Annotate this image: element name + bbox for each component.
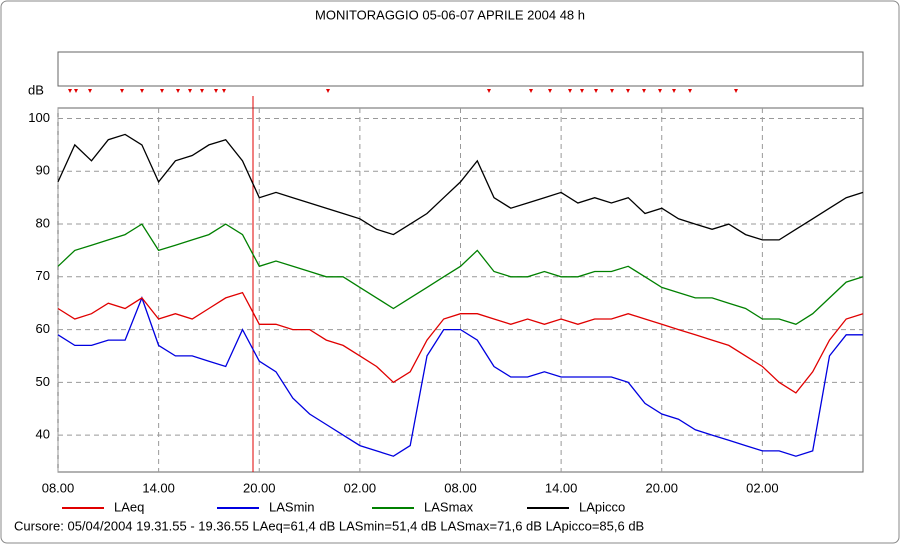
series-line — [57, 133, 864, 241]
y-axis-label: dB — [28, 82, 44, 97]
legend-label: LASmin — [269, 499, 315, 514]
x-tick-label: 20.00 — [645, 480, 678, 495]
y-tick-label: 70 — [36, 268, 50, 283]
x-tick-label: 20.00 — [243, 480, 276, 495]
y-tick-label: 90 — [36, 163, 50, 178]
series-line — [57, 223, 864, 326]
series-line — [57, 296, 863, 457]
legend-label: LApicco — [579, 499, 625, 514]
x-tick-label: 14.00 — [142, 480, 175, 495]
event-markers — [68, 89, 738, 93]
x-tick-label: 08.00 — [42, 480, 75, 495]
y-tick-label: 50 — [36, 374, 50, 389]
legend-label: LAeq — [114, 499, 144, 514]
y-tick-label: 80 — [36, 215, 50, 230]
x-tick-label: 14.00 — [545, 480, 578, 495]
event-box — [57, 51, 864, 87]
x-tick-label: 02.00 — [746, 480, 779, 495]
series-line — [57, 291, 864, 394]
x-tick-label: 08.00 — [444, 480, 477, 495]
y-tick-label: 100 — [28, 110, 50, 125]
legend-label: LASmax — [424, 499, 474, 514]
chart-title: MONITORAGGIO 05-06-07 APRILE 2004 48 h — [315, 7, 585, 22]
x-tick-label: 02.00 — [344, 480, 377, 495]
y-tick-label: 60 — [36, 321, 50, 336]
y-tick-label: 40 — [36, 427, 50, 442]
cursor-text: Cursore: 05/04/2004 19.31.55 - 19.36.55 … — [14, 518, 644, 533]
